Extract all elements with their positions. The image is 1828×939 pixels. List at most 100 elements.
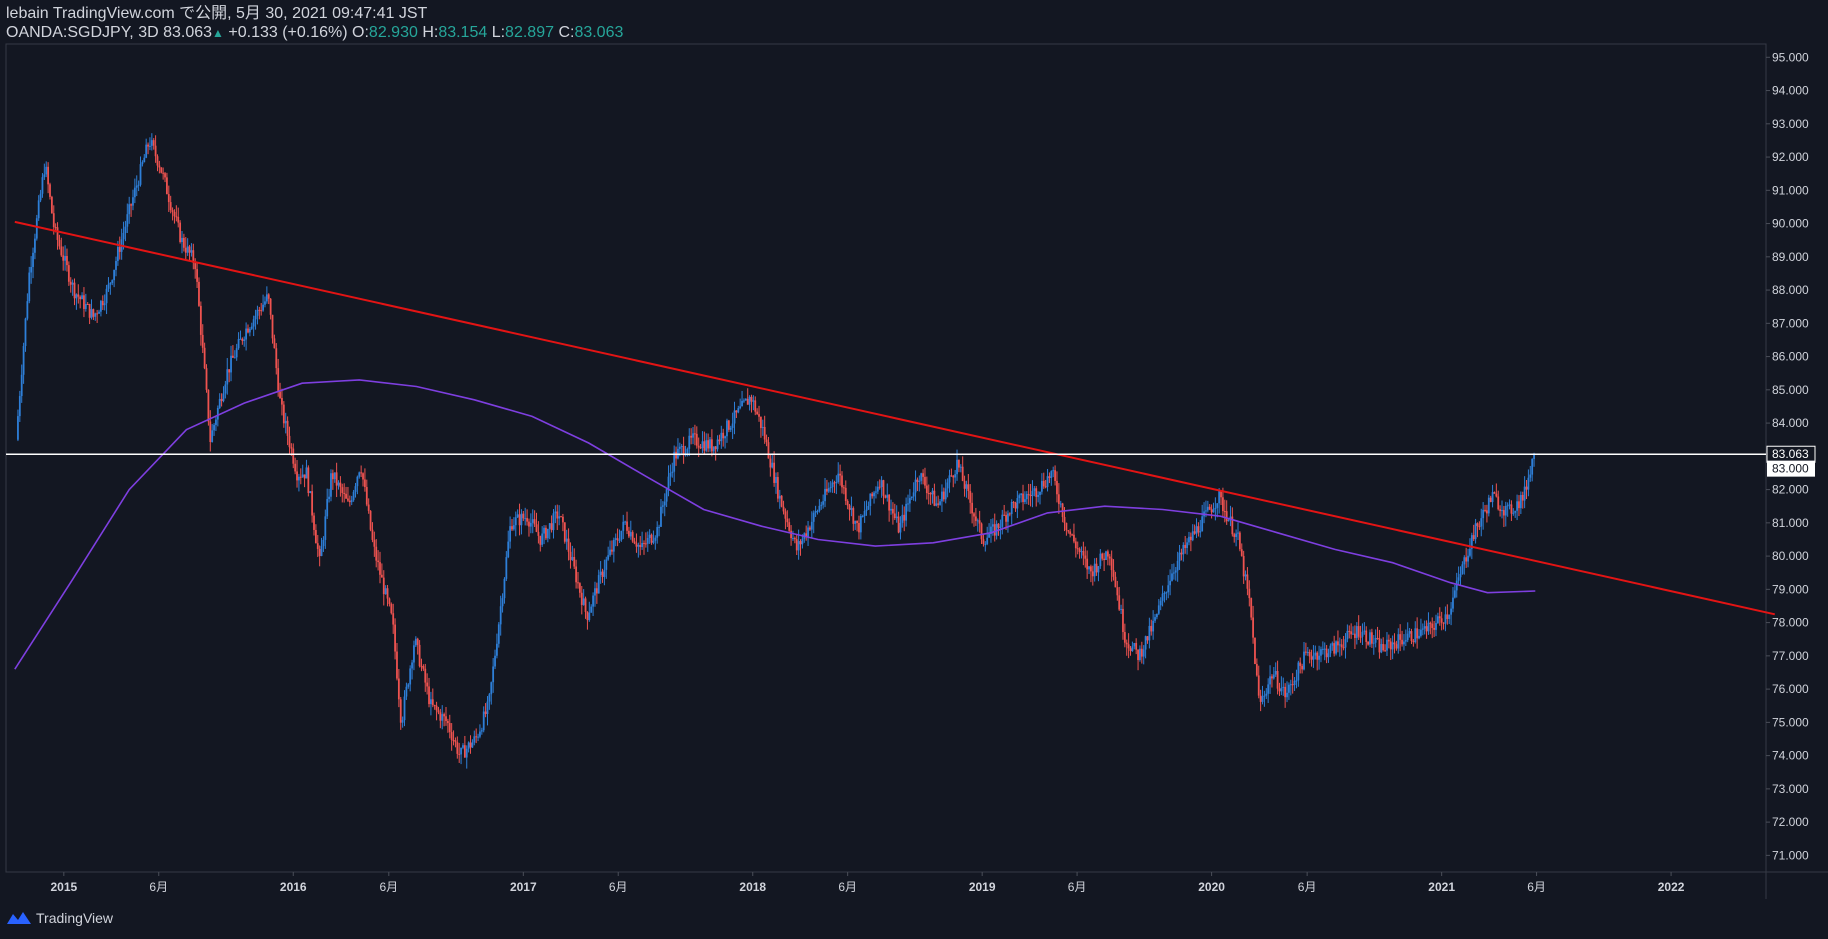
- candle-body: [256, 309, 259, 316]
- candle-body: [950, 475, 953, 477]
- candle-body: [656, 527, 659, 538]
- candle-body: [1518, 501, 1520, 509]
- candle-body: [788, 522, 791, 531]
- candle-body: [648, 534, 651, 538]
- candle-body: [637, 544, 640, 547]
- candle-body: [182, 237, 185, 248]
- candle-body: [160, 167, 163, 173]
- candle-body: [678, 446, 681, 449]
- candle-body: [974, 516, 977, 521]
- candle-body: [105, 288, 108, 304]
- candle-body: [1293, 680, 1296, 685]
- candle-body: [394, 624, 396, 652]
- candle-body: [963, 480, 966, 489]
- candle-body: [1306, 651, 1309, 653]
- candle-body: [1154, 617, 1156, 621]
- price-line-label: 83.063: [1772, 447, 1809, 461]
- candle-body: [230, 355, 232, 373]
- candle-body: [793, 537, 796, 540]
- candle-body: [727, 420, 730, 430]
- candle-body: [628, 530, 630, 537]
- candle-body: [1024, 499, 1026, 502]
- candle-body: [1084, 555, 1087, 559]
- candle-body: [1112, 570, 1115, 577]
- candle-body: [316, 543, 319, 549]
- candle-body: [1082, 551, 1085, 556]
- candle-body: [888, 494, 891, 511]
- candle-body: [1182, 544, 1185, 555]
- price-tick-label: 76.000: [1772, 682, 1809, 696]
- candle-body: [262, 304, 264, 311]
- candle-body: [1495, 493, 1498, 497]
- candle-body: [386, 588, 389, 599]
- candle-body: [1242, 555, 1245, 577]
- candle-body: [145, 144, 148, 158]
- candle-body: [403, 696, 406, 721]
- candle-body: [667, 476, 670, 490]
- candle-body: [626, 521, 628, 531]
- candle-body: [198, 281, 200, 306]
- candle-body: [273, 338, 276, 349]
- footer-brand[interactable]: TradingView: [6, 910, 113, 926]
- candle-body: [1382, 644, 1385, 651]
- candle-body: [362, 473, 364, 480]
- candle-body: [309, 491, 312, 494]
- candle-body: [1316, 652, 1319, 660]
- candle-body: [982, 539, 985, 544]
- candle-body: [1150, 625, 1153, 632]
- candle-body: [243, 339, 246, 341]
- candle-body: [1120, 608, 1122, 610]
- candle-body: [215, 419, 217, 425]
- candle-body: [1254, 637, 1256, 664]
- candle-body: [767, 442, 770, 459]
- candle-body: [824, 488, 826, 502]
- candle-body: [1056, 480, 1058, 495]
- candle-body: [1050, 471, 1053, 478]
- candle-body: [418, 644, 421, 667]
- candle-body: [669, 472, 672, 477]
- candle-body: [471, 742, 474, 748]
- candle-body: [850, 508, 853, 510]
- candle-body: [1095, 563, 1098, 573]
- candle-body: [805, 533, 808, 537]
- candle-body: [205, 368, 208, 390]
- candle-body: [1027, 493, 1030, 495]
- candle-body: [167, 194, 170, 203]
- candle-body: [665, 489, 668, 502]
- candle-body: [281, 397, 283, 405]
- candle-body: [377, 560, 380, 563]
- candle-body: [1453, 590, 1456, 598]
- candle-body: [267, 294, 270, 299]
- candle-body: [1189, 536, 1192, 541]
- candle-body: [96, 313, 99, 315]
- price-tick-label: 71.000: [1772, 848, 1809, 862]
- price-tick-label: 95.000: [1772, 50, 1809, 64]
- candle-body: [1531, 458, 1534, 475]
- price-tick-label: 78.000: [1772, 616, 1809, 630]
- candle-body: [848, 505, 851, 510]
- candle-body: [141, 162, 144, 165]
- candle-body: [1374, 637, 1377, 643]
- candle-body: [24, 318, 27, 347]
- price-axis[interactable]: 95.000 94.000 93.000 92.000 91.000 90.000 89.0…: [1766, 50, 1816, 862]
- candle-body: [1046, 476, 1049, 487]
- candle-body: [275, 348, 278, 369]
- candle-body: [1338, 644, 1341, 646]
- candle-body: [631, 532, 634, 542]
- candle-body: [1214, 507, 1217, 509]
- candle-body: [203, 347, 206, 369]
- candle-body: [528, 521, 530, 527]
- candle-body: [1208, 506, 1211, 510]
- time-axis[interactable]: 2015 6月 2016 6月 2017 6月 2018 6月 2019 6月 2020 6月 2021…: [50, 872, 1685, 894]
- candle-body: [942, 491, 945, 500]
- candle-body: [1284, 686, 1287, 698]
- candle-body: [1418, 635, 1420, 639]
- candle-body: [292, 448, 295, 464]
- candle-body: [1329, 645, 1332, 654]
- candle-body: [1486, 510, 1488, 514]
- candle-body: [1206, 506, 1209, 511]
- candle-body: [1529, 474, 1532, 478]
- candle-body: [83, 295, 85, 309]
- candle-body: [435, 705, 438, 711]
